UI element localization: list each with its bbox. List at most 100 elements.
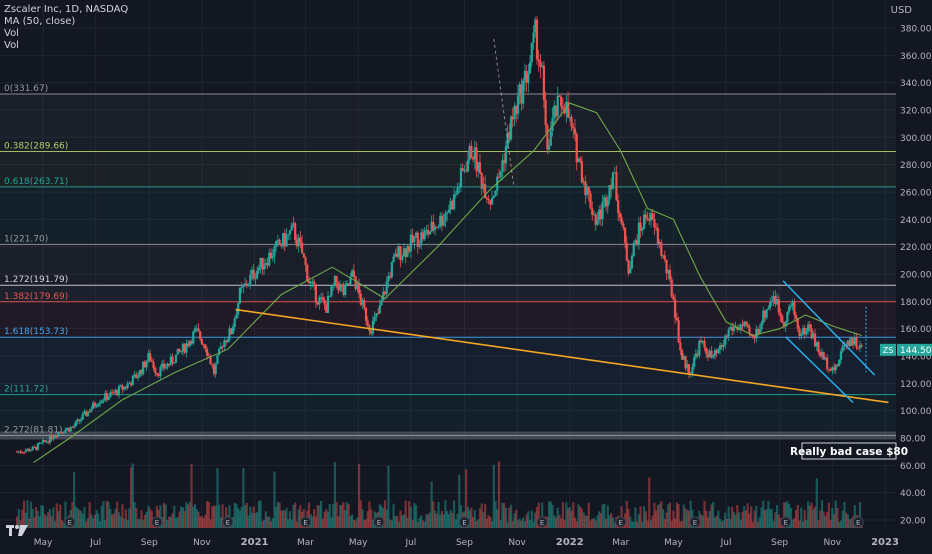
- candle: [211, 363, 214, 369]
- candle-body: [297, 237, 300, 247]
- volume-bar: [266, 516, 269, 528]
- y-tick-label: 300.00: [900, 134, 932, 144]
- fib-band: [0, 285, 896, 302]
- volume-bar: [655, 510, 658, 528]
- volume-bar: [582, 512, 585, 528]
- volume-bar: [575, 521, 578, 528]
- volume-bar: [798, 520, 801, 528]
- candle: [383, 290, 387, 296]
- volume-bar: [347, 503, 350, 528]
- candle-body: [523, 70, 526, 81]
- candle-body: [52, 437, 55, 440]
- volume-bar: [520, 520, 523, 528]
- volume-bar: [402, 514, 406, 528]
- candle-body: [370, 331, 373, 334]
- volume-bar: [268, 516, 271, 528]
- candle: [570, 114, 573, 131]
- tradingview-logo-icon[interactable]: [6, 523, 28, 539]
- candle-body: [323, 299, 326, 305]
- fib-level-label: 1.272(191.79): [4, 275, 68, 285]
- candle-body: [361, 300, 364, 305]
- candle: [478, 153, 482, 175]
- candle-body: [725, 335, 729, 337]
- candle: [829, 367, 832, 372]
- candle: [826, 353, 829, 372]
- candle: [294, 221, 297, 244]
- volume-bar: [174, 517, 178, 528]
- volume-bar: [399, 510, 402, 528]
- candle-body: [649, 213, 653, 221]
- fib-band: [0, 94, 896, 152]
- candle-body: [72, 426, 76, 428]
- candle: [249, 269, 252, 290]
- candle: [516, 84, 520, 120]
- candle-body: [522, 80, 525, 104]
- earnings-icon: [689, 516, 701, 528]
- candle-body: [209, 355, 212, 365]
- candle-body: [637, 222, 640, 245]
- volume-bar: [411, 520, 414, 528]
- volume-bar: [50, 516, 53, 528]
- candle-body: [275, 241, 278, 247]
- y-tick-label: 320.00: [900, 107, 932, 117]
- volume-bar: [554, 517, 558, 528]
- candle: [629, 261, 632, 274]
- candle-body: [366, 320, 369, 326]
- volume-bar: [627, 508, 630, 528]
- candle-body: [142, 361, 145, 375]
- candle-body: [587, 187, 590, 194]
- candle-body: [69, 427, 72, 432]
- candle: [532, 25, 535, 50]
- candle-body: [684, 356, 687, 369]
- candle: [95, 403, 98, 409]
- candle-body: [242, 285, 245, 288]
- y-tick-label: 360.00: [900, 52, 932, 62]
- candle: [314, 283, 317, 309]
- candle-body: [530, 42, 533, 63]
- candle-body: [741, 324, 744, 326]
- candle: [22, 452, 26, 455]
- volume-bar: [397, 521, 400, 528]
- volume-bar: [674, 518, 677, 528]
- volume-bar: [516, 520, 520, 528]
- candle: [618, 210, 621, 222]
- candle-body: [789, 305, 792, 307]
- x-tick-label: Mar: [612, 538, 629, 548]
- candle: [41, 437, 45, 445]
- volume-bar: [568, 506, 571, 528]
- candle: [74, 420, 77, 428]
- volume-bar: [606, 505, 609, 528]
- candle-body: [724, 335, 727, 345]
- volume-bar: [17, 509, 20, 528]
- candle: [772, 290, 775, 307]
- candle: [528, 55, 532, 75]
- volume-bar: [580, 508, 583, 528]
- candle: [83, 409, 86, 415]
- candle: [117, 384, 121, 399]
- volume-bar: [349, 516, 352, 528]
- volume-bar: [169, 516, 172, 528]
- candle-body: [311, 281, 314, 283]
- candle: [456, 182, 459, 196]
- candle-body: [40, 442, 43, 444]
- candle-body: [490, 198, 494, 205]
- y-tick-label: 160.00: [900, 325, 932, 335]
- candle-body: [718, 345, 722, 350]
- volume-bar: [385, 509, 388, 528]
- candle: [646, 211, 649, 222]
- volume-bar: [644, 511, 647, 528]
- candle-body: [782, 322, 786, 327]
- candle: [344, 280, 347, 298]
- candle: [19, 449, 22, 454]
- candle: [188, 339, 191, 348]
- candle: [556, 86, 559, 121]
- candle-body: [566, 101, 570, 118]
- y-tick-label: 280.00: [900, 161, 932, 171]
- candle: [463, 165, 466, 173]
- candle-body: [273, 246, 276, 257]
- volume-bar: [648, 477, 651, 528]
- candle-body: [306, 264, 309, 282]
- candle-body: [140, 370, 143, 375]
